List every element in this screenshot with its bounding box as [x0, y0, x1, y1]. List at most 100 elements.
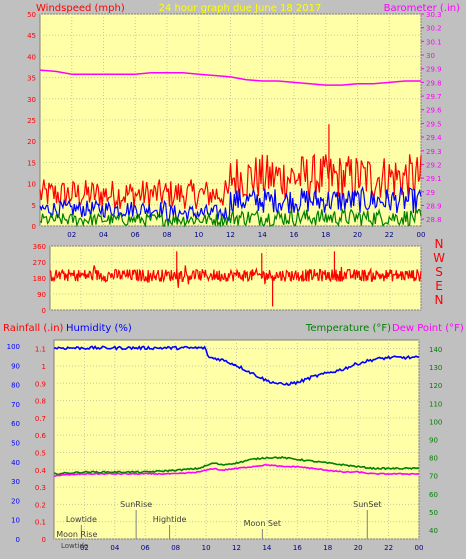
wind-low-line: [39, 207, 422, 228]
wind-y-tick-label: 30: [27, 96, 36, 104]
direction-y-tick-label: 90: [37, 291, 46, 299]
barometer-tick-label: 29.1: [426, 175, 442, 183]
rain-y-tick-label: 0.4: [35, 467, 47, 475]
wind-x-tick-label: 10: [194, 231, 203, 239]
wind-y-tick-label: 5: [32, 202, 36, 210]
barometer-line: [39, 69, 421, 86]
temperature-axis-label: Temperature (°F): [305, 323, 391, 334]
barometer-tick-label: 29.9: [426, 66, 442, 74]
rain-y-tick-label: 0.1: [35, 519, 46, 527]
humidity-y-tick-label: 90: [11, 362, 20, 370]
graph-title: 24 hour graph due June 18 2017: [159, 3, 322, 14]
humidity-y-tick-label: 0: [16, 536, 20, 544]
event-label: Hightide: [153, 515, 187, 524]
barometer-tick-label: 29.6: [426, 107, 442, 115]
humidity-y-tick-label: 20: [11, 497, 20, 505]
rain-x-tick-label: 22: [384, 544, 393, 552]
event-label: SunRise: [120, 500, 152, 509]
wind-x-tick-label: 02: [67, 231, 76, 239]
temperature-line: [53, 455, 420, 476]
wind-y-tick-label: 10: [27, 181, 36, 189]
barometer-tick-label: 30.3: [426, 11, 442, 19]
humidity-y-tick-label: 50: [11, 440, 20, 448]
rain-x-tick-label: 12: [232, 544, 241, 552]
rain-humidity-temperature-panel: 0 0.1 0.2 0.3 0.4 0.5 0.6 0.7 0.8 0.9 1 1.1 0 10 20 30 4…: [7, 339, 442, 552]
rain-y-tick-label: 0.7: [35, 415, 46, 423]
barometer-tick-label: 29.2: [426, 161, 442, 169]
wind-y-tick-label: 40: [27, 53, 36, 61]
rain-y-tick-label: 0.8: [35, 398, 46, 406]
wind-y-tick-label: 15: [27, 159, 36, 167]
barometer-tick-label: 29: [426, 189, 435, 197]
humidity-y-tick-label: 60: [11, 420, 20, 428]
barometer-tick-label: 30.1: [426, 38, 442, 46]
wind-x-tick-label: 20: [353, 231, 362, 239]
barometer-axis-label: Barometer (.in): [384, 3, 460, 14]
rain-x-tick-label: 06: [141, 544, 150, 552]
humidity-axis-label: Humidity (%): [66, 323, 132, 334]
temperature-y-tick-label: 120: [429, 382, 442, 390]
barometer-tick-label: 29.3: [426, 148, 442, 156]
wind-x-tick-label: 22: [385, 231, 394, 239]
dewpoint-line: [53, 463, 419, 477]
temperature-y-tick-label: 110: [429, 400, 442, 408]
rain-y-tick-label: 1.1: [35, 346, 46, 354]
temperature-y-tick-label: 130: [429, 364, 442, 372]
rain-x-tick-label: 04: [110, 544, 119, 552]
rain-y-tick-label: 1: [42, 363, 46, 371]
compass-letter: W: [433, 251, 445, 265]
barometer-tick-label: 30.2: [426, 25, 442, 33]
rain-x-tick-label: 20: [354, 544, 363, 552]
humidity-line: [53, 345, 420, 386]
rain-x-tick-label: 16: [293, 544, 302, 552]
dewpoint-axis-label: Dew Point (°F): [392, 323, 464, 334]
wind-y-tick-label: 45: [27, 32, 36, 40]
event-label: Moon Set: [244, 519, 281, 528]
rain-x-tick-label: 08: [171, 544, 180, 552]
barometer-tick-label: 28.9: [426, 202, 442, 210]
event-label: Lowtide: [66, 515, 97, 524]
wind-x-tick-label: 04: [99, 231, 108, 239]
direction-y-tick-label: 180: [33, 275, 46, 283]
wind-y-tick-label: 35: [27, 75, 36, 83]
barometer-tick-label: 30: [426, 52, 435, 60]
barometer-tick-label: 29.7: [426, 93, 442, 101]
wind-x-tick-label: 18: [321, 231, 330, 239]
rain-y-tick-label: 0.6: [35, 432, 47, 440]
compass-letter: S: [435, 265, 443, 279]
humidity-y-tick-label: 100: [7, 343, 20, 351]
compass-letter: N: [435, 293, 444, 307]
compass-letter: E: [435, 279, 443, 293]
windspeed-axis-label: Windspeed (mph): [36, 3, 125, 14]
wind-x-tick-label: 16: [290, 231, 299, 239]
barometer-tick-label: 29.8: [426, 79, 442, 87]
wind-gust-line: [39, 153, 422, 210]
rain-y-tick-label: 0.2: [35, 501, 46, 509]
wind-direction-panel: 0 90 180 270 360: [33, 243, 422, 315]
temperature-y-tick-label: 90: [429, 437, 438, 445]
direction-y-tick-label: 360: [33, 243, 46, 251]
compass-letter: N: [435, 237, 444, 251]
humidity-y-tick-label: 30: [11, 478, 20, 486]
barometer-tick-label: 29.5: [426, 120, 442, 128]
rainfall-axis-label: Rainfall (.in): [3, 323, 64, 334]
event-label: Moon Rise: [56, 530, 97, 539]
wind-x-tick-label: 08: [163, 231, 172, 239]
temperature-y-tick-label: 80: [429, 455, 438, 463]
wind-y-tick-label: 25: [27, 117, 36, 125]
wind-barometer-panel: 0 5 10 15 20 25 30 35 40 45 50 28.8 28.9 29 29.1 29.2 29…: [27, 11, 442, 239]
barometer-tick-label: 29.4: [426, 134, 442, 142]
wind-x-tick-label: 06: [131, 231, 140, 239]
wind-direction-line: [49, 265, 422, 288]
wind-x-tick-label: 12: [226, 231, 235, 239]
wind-y-tick-label: 50: [27, 11, 36, 19]
temperature-y-tick-label: 140: [429, 346, 442, 354]
rain-x-tick-label: 18: [323, 544, 332, 552]
direction-y-tick-label: 0: [42, 307, 46, 315]
rain-x-tick-label: 00: [415, 544, 424, 552]
barometer-tick-label: 28.8: [426, 216, 442, 224]
event-label: Lowtide: [61, 542, 88, 550]
rain-y-tick-label: 0.3: [35, 484, 46, 492]
